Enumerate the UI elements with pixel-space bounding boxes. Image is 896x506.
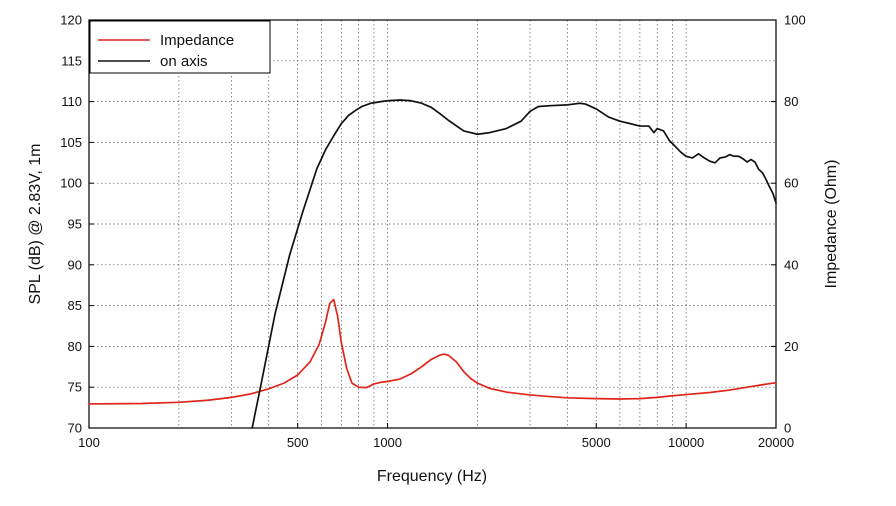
y2-axis-ticks: 0 20 40 60 80 100 xyxy=(771,13,806,436)
x-tick-label: 500 xyxy=(287,435,309,450)
y-tick-label: 75 xyxy=(68,380,82,395)
grid xyxy=(89,20,776,428)
y2-tick-label: 0 xyxy=(784,421,791,436)
y-tick-label: 100 xyxy=(60,176,82,191)
x-axis-label: Frequency (Hz) xyxy=(377,468,487,485)
y2-tick-label: 40 xyxy=(784,257,798,272)
x-tick-label: 5000 xyxy=(582,435,611,450)
y-axis-label: SPL (dB) @ 2.83V, 1m xyxy=(27,144,44,305)
plot-frame xyxy=(88,19,777,429)
series-line-on-axis xyxy=(251,99,777,429)
legend-box xyxy=(89,20,271,74)
x-axis-ticks: 100 500 1000 5000 10000 20000 xyxy=(78,423,794,450)
legend-label-on-axis: on axis xyxy=(160,53,208,70)
y-tick-label: 85 xyxy=(68,298,82,313)
y-tick-label: 110 xyxy=(61,94,82,109)
series-lines xyxy=(88,99,777,429)
legend-label-impedance: Impedance xyxy=(160,32,234,49)
y-tick-label: 105 xyxy=(60,135,82,150)
y2-tick-label: 80 xyxy=(784,94,798,109)
x-tick-label: 1000 xyxy=(373,435,402,450)
y-tick-label: 70 xyxy=(68,421,82,436)
y2-tick-label: 60 xyxy=(784,176,798,191)
y-axis-ticks: 70 75 80 85 90 95 100 105 110 115 120 xyxy=(60,13,94,436)
x-tick-label: 20000 xyxy=(758,435,794,450)
y-tick-label: 90 xyxy=(68,257,82,272)
x-tick-label: 100 xyxy=(78,435,100,450)
y-tick-label: 120 xyxy=(60,13,82,28)
series-line-impedance xyxy=(88,298,777,405)
x-tick-label: 10000 xyxy=(668,435,704,450)
legend: Impedance on axis xyxy=(89,20,271,74)
y2-axis-label: Impedance (Ohm) xyxy=(823,160,840,289)
y-tick-label: 115 xyxy=(61,53,82,68)
y2-tick-label: 100 xyxy=(784,13,806,28)
y-tick-label: 95 xyxy=(68,217,82,232)
y-tick-label: 80 xyxy=(68,339,82,354)
y2-tick-label: 20 xyxy=(784,339,798,354)
